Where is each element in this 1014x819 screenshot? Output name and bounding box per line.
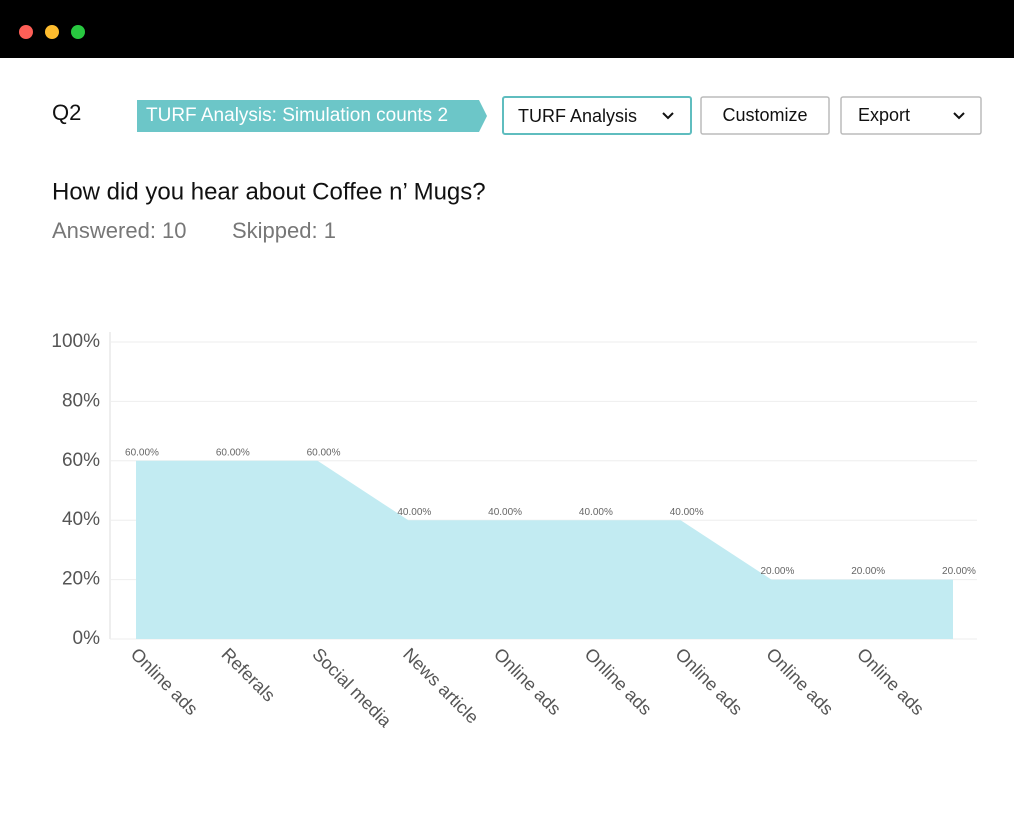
chevron xyxy=(662,112,674,120)
data-label: 60.00% xyxy=(307,447,341,458)
customize-text: Customize xyxy=(722,105,807,125)
area xyxy=(136,460,953,639)
export-text: Export xyxy=(858,105,910,125)
data-label: 40.00% xyxy=(397,507,431,518)
tag-bg xyxy=(137,100,487,132)
y-tick-label: 60% xyxy=(62,450,100,471)
y-tick-label: 100% xyxy=(51,331,100,352)
y-tick-label: 0% xyxy=(73,628,101,649)
data-label: 40.00% xyxy=(579,507,613,518)
export-dropdown[interactable] xyxy=(840,96,982,135)
minimize-dot[interactable] xyxy=(45,25,59,39)
y-tick-label: 40% xyxy=(62,509,100,530)
dropdown-text: TURF Analysis xyxy=(518,106,637,126)
question-number: Q2 xyxy=(52,100,81,125)
data-label: 20.00% xyxy=(760,566,794,577)
customize-button[interactable] xyxy=(700,96,830,135)
tag-text: TURF Analysis: Simulation counts 2 xyxy=(146,105,448,126)
title-bar xyxy=(0,0,1014,58)
data-label: 60.00% xyxy=(216,447,250,458)
answered-count: Answered: 10 xyxy=(52,218,187,243)
data-label: 40.00% xyxy=(488,507,522,518)
y-tick-label: 20% xyxy=(62,569,100,590)
data-label: 40.00% xyxy=(670,507,704,518)
question-title: How did you hear about Coffee n’ Mugs? xyxy=(52,178,486,205)
data-label: 20.00% xyxy=(851,566,885,577)
chevron xyxy=(953,112,965,120)
maximize-dot[interactable] xyxy=(71,25,85,39)
data-label: 60.00% xyxy=(125,447,159,458)
close-dot[interactable] xyxy=(19,25,33,39)
y-tick-label: 80% xyxy=(62,390,100,411)
skipped-count: Skipped: 1 xyxy=(232,218,336,243)
analysis-dropdown[interactable] xyxy=(502,96,692,135)
data-label: 20.00% xyxy=(942,566,976,577)
